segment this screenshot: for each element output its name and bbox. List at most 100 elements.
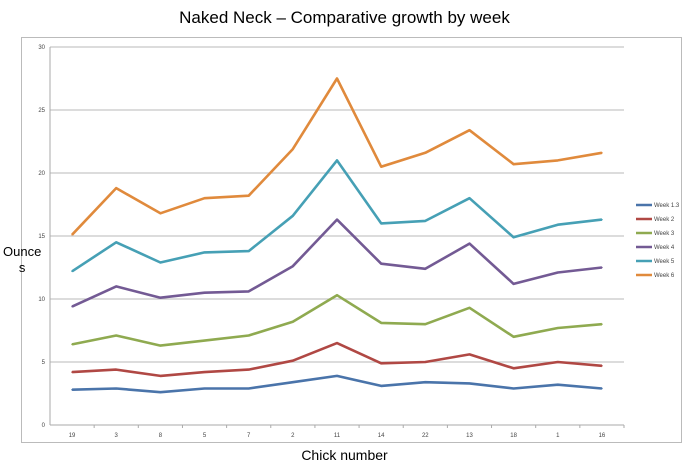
data-point xyxy=(556,159,559,162)
data-point xyxy=(556,271,559,274)
data-point xyxy=(424,323,427,326)
data-point xyxy=(115,285,118,288)
data-point xyxy=(336,218,338,221)
data-point xyxy=(292,320,294,323)
data-point xyxy=(380,262,382,265)
y-tick-label: 0 xyxy=(42,423,46,429)
data-point xyxy=(336,342,338,344)
chart-title: Naked Neck – Comparative growth by week xyxy=(179,8,510,27)
data-point xyxy=(159,296,162,299)
data-point xyxy=(512,367,515,370)
series-line-week-1-3 xyxy=(72,374,603,394)
x-tick-label: 1 xyxy=(556,433,560,439)
series-line-week-3 xyxy=(71,293,603,347)
data-point xyxy=(159,391,162,394)
data-point xyxy=(556,327,559,329)
y-tick-label: 10 xyxy=(38,297,45,303)
y-axis-label-line: s xyxy=(18,260,26,275)
data-point xyxy=(380,165,382,168)
data-point xyxy=(71,371,73,373)
chart-frame xyxy=(21,37,682,443)
data-point xyxy=(71,388,73,391)
data-point xyxy=(292,215,294,217)
data-point xyxy=(159,375,162,377)
data-point xyxy=(247,368,250,371)
data-point xyxy=(512,283,515,285)
y-tick-label: 5 xyxy=(42,360,46,366)
legend-label: Week 1.3 xyxy=(654,203,680,209)
x-axis-label: Chick number xyxy=(301,447,388,463)
data-point xyxy=(601,266,603,269)
data-point xyxy=(468,242,471,245)
data-point xyxy=(115,387,118,390)
x-tick-label: 16 xyxy=(599,433,606,439)
y-axis-label-line: Ounce xyxy=(3,244,42,259)
data-point xyxy=(601,323,603,326)
data-point xyxy=(292,148,294,150)
legend-label: Week 5 xyxy=(654,259,675,265)
y-tick-label: 15 xyxy=(38,234,45,240)
data-point xyxy=(424,152,427,154)
data-point xyxy=(468,197,471,199)
data-point xyxy=(424,267,427,270)
data-point xyxy=(468,353,471,356)
data-point xyxy=(247,250,250,252)
data-point xyxy=(203,251,206,254)
data-point xyxy=(424,220,427,222)
data-point xyxy=(556,223,559,226)
data-point xyxy=(336,159,338,162)
data-point xyxy=(247,194,250,197)
data-point xyxy=(512,336,515,338)
data-point xyxy=(292,265,294,268)
data-point xyxy=(601,364,603,367)
data-point xyxy=(71,343,73,346)
x-tick-label: 2 xyxy=(291,433,295,439)
x-tick-label: 19 xyxy=(69,433,76,439)
data-point xyxy=(556,361,559,363)
data-point xyxy=(336,375,338,377)
data-point xyxy=(115,334,118,337)
y-tick-label: 20 xyxy=(38,171,45,177)
data-point xyxy=(380,362,382,365)
x-tick-label: 18 xyxy=(510,433,517,439)
data-point xyxy=(468,307,471,309)
legend-label: Week 4 xyxy=(654,245,675,251)
y-tick-label: 30 xyxy=(38,45,45,51)
data-point xyxy=(71,270,73,273)
data-point xyxy=(115,241,118,244)
data-point xyxy=(468,129,471,131)
data-point xyxy=(203,291,206,294)
x-tick-label: 5 xyxy=(203,433,207,439)
data-point xyxy=(247,387,250,390)
data-point xyxy=(247,334,250,337)
data-point xyxy=(71,233,73,236)
data-point xyxy=(203,387,206,390)
data-point xyxy=(380,322,382,324)
data-point xyxy=(556,383,559,386)
data-point xyxy=(601,218,603,221)
x-tick-label: 11 xyxy=(334,433,341,439)
series-line-week-5 xyxy=(71,159,603,273)
data-point xyxy=(601,387,603,390)
data-point xyxy=(115,368,118,371)
x-tick-label: 3 xyxy=(115,433,119,439)
data-point xyxy=(115,187,118,189)
data-point xyxy=(380,222,382,225)
series-line-week-4 xyxy=(71,218,603,308)
data-point xyxy=(292,359,294,362)
data-point xyxy=(336,77,338,80)
data-point xyxy=(424,361,427,363)
legend-label: Week 6 xyxy=(654,273,675,279)
data-point xyxy=(159,261,162,264)
data-point xyxy=(380,385,382,387)
x-tick-label: 22 xyxy=(422,433,429,439)
x-tick-label: 8 xyxy=(159,433,163,439)
data-point xyxy=(512,163,515,165)
series-line-week-6 xyxy=(71,77,603,236)
data-point xyxy=(424,381,427,383)
x-tick-label: 7 xyxy=(247,433,251,439)
data-point xyxy=(336,294,338,297)
series-line-week-2 xyxy=(72,341,603,378)
y-tick-label: 25 xyxy=(38,108,45,114)
